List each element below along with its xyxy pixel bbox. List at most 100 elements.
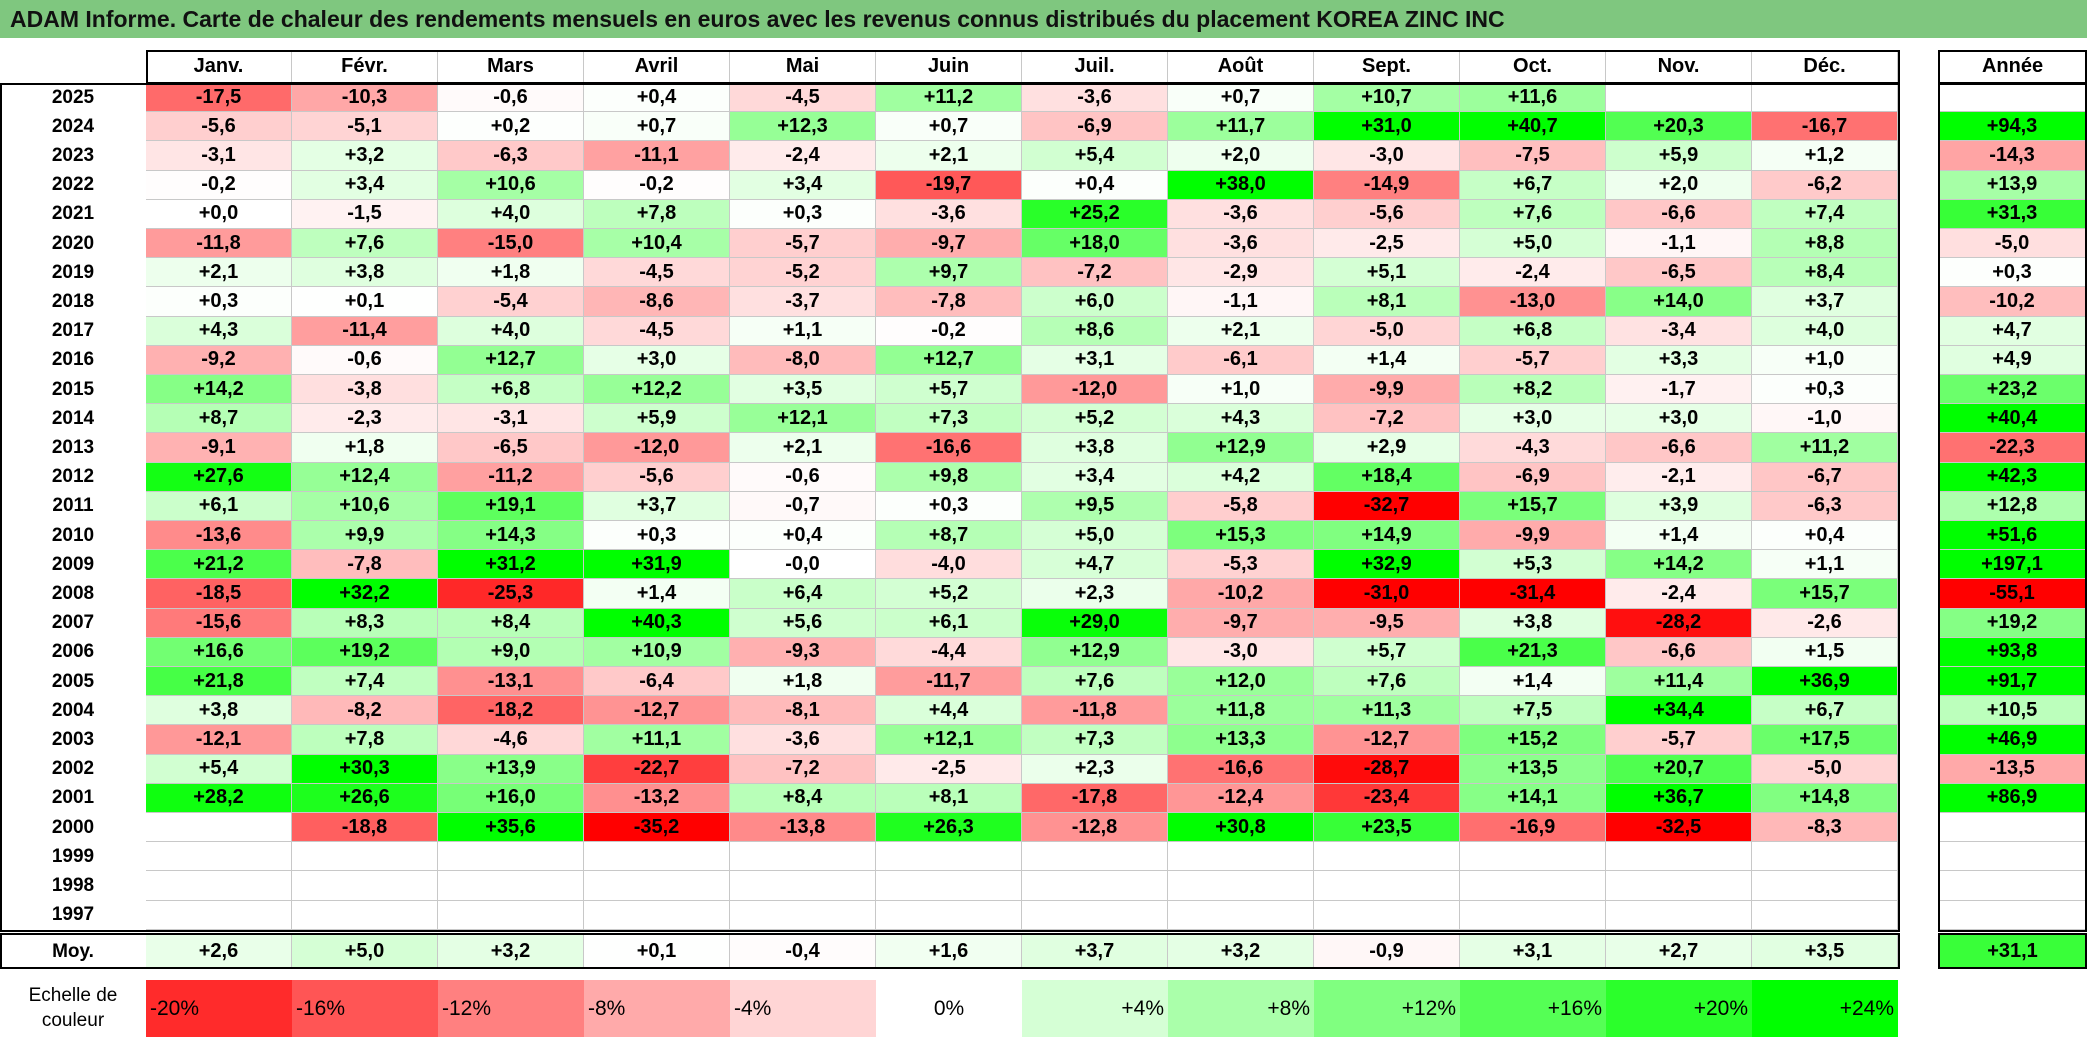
heatmap-cell: -2,4 xyxy=(1606,579,1752,609)
heatmap-cell xyxy=(1168,842,1314,872)
heatmap-cell: +3,5 xyxy=(730,375,876,405)
heatmap-cell: +10,4 xyxy=(584,229,730,259)
heatmap-cell: +15,2 xyxy=(1460,725,1606,755)
heatmap-cell: +21,3 xyxy=(1460,637,1606,667)
row-year-label: 2009 xyxy=(0,550,146,580)
heatmap-cell: -31,4 xyxy=(1460,579,1606,609)
heatmap-cell: -1,7 xyxy=(1606,375,1752,405)
heatmap-cell: -7,2 xyxy=(1022,258,1168,288)
heatmap-cell: +12,1 xyxy=(876,725,1022,755)
heatmap-cell: -6,7 xyxy=(1752,462,1898,492)
heatmap-cell: +1,4 xyxy=(1314,345,1460,375)
heatmap-cell: -0,6 xyxy=(730,462,876,492)
heatmap-cell xyxy=(1606,83,1752,113)
heatmap-cell: +29,0 xyxy=(1022,608,1168,638)
heatmap-cell: -9,9 xyxy=(1460,521,1606,551)
heatmap-cell: +12,9 xyxy=(1022,637,1168,667)
average-cell: +0,1 xyxy=(584,935,730,968)
heatmap-cell: +38,0 xyxy=(1168,170,1314,200)
heatmap-cell: -15,0 xyxy=(438,229,584,259)
heatmap-cell xyxy=(1168,871,1314,901)
heatmap-cell: +12,7 xyxy=(438,345,584,375)
heatmap-cell: -5,0 xyxy=(1314,316,1460,346)
heatmap-cell: -3,0 xyxy=(1314,141,1460,171)
heatmap-cell: +3,4 xyxy=(1022,462,1168,492)
heatmap-cell: +5,3 xyxy=(1460,550,1606,580)
heatmap-cell: -5,3 xyxy=(1168,550,1314,580)
heatmap-cell: +30,3 xyxy=(292,754,438,784)
heatmap-cell: -3,7 xyxy=(730,287,876,317)
heatmap-cell: +32,2 xyxy=(292,579,438,609)
row-year-label: 2007 xyxy=(0,608,146,638)
heatmap-cell: -6,6 xyxy=(1606,199,1752,229)
heatmap-cell: -3,6 xyxy=(876,199,1022,229)
heatmap-cell: +5,7 xyxy=(1314,637,1460,667)
heatmap-cell: -11,7 xyxy=(876,667,1022,697)
heatmap-cell: +13,5 xyxy=(1460,754,1606,784)
heatmap-cell: +0,4 xyxy=(730,521,876,551)
heatmap-cell: +4,4 xyxy=(876,696,1022,726)
heatmap-cell: -2,4 xyxy=(730,141,876,171)
row-year-label: 2000 xyxy=(0,813,146,843)
row-year-label: 2011 xyxy=(0,491,146,521)
heatmap-cell: -3,4 xyxy=(1606,316,1752,346)
row-year-label: 2015 xyxy=(0,375,146,405)
legend-swatch: -16% xyxy=(292,980,438,1037)
row-year-label: 2020 xyxy=(0,229,146,259)
heatmap-cell: +5,9 xyxy=(1606,141,1752,171)
heatmap-cell: -6,6 xyxy=(1606,637,1752,667)
heatmap-cell xyxy=(438,900,584,930)
heatmap-cell: -3,6 xyxy=(1168,199,1314,229)
heatmap-cell: -32,5 xyxy=(1606,813,1752,843)
heatmap-cell: -11,8 xyxy=(146,229,292,259)
heatmap-cell: -5,6 xyxy=(584,462,730,492)
heatmap-cell: +13,9 xyxy=(438,754,584,784)
heatmap-cell: +2,1 xyxy=(1168,316,1314,346)
heatmap-cell: +2,0 xyxy=(1606,170,1752,200)
heatmap-cell: +12,1 xyxy=(730,404,876,434)
heatmap-cell: +12,4 xyxy=(292,462,438,492)
heatmap-cell: +0,1 xyxy=(292,287,438,317)
annual-cell: -22,3 xyxy=(1938,433,2087,463)
heatmap-cell xyxy=(146,842,292,872)
heatmap-cell: -6,5 xyxy=(438,433,584,463)
heatmap-cell: -8,6 xyxy=(584,287,730,317)
heatmap-cell: +3,2 xyxy=(292,141,438,171)
annual-cell: +4,9 xyxy=(1938,345,2087,375)
heatmap-cell: +32,9 xyxy=(1314,550,1460,580)
row-year-label: 2012 xyxy=(0,462,146,492)
heatmap-cell: +9,8 xyxy=(876,462,1022,492)
heatmap-cell: +1,8 xyxy=(730,667,876,697)
heatmap-cell: -5,6 xyxy=(146,112,292,142)
heatmap-cell: -6,6 xyxy=(1606,433,1752,463)
heatmap-cell: +15,7 xyxy=(1752,579,1898,609)
heatmap-cell: +6,7 xyxy=(1460,170,1606,200)
heatmap-cell: -8,2 xyxy=(292,696,438,726)
average-cell: +3,5 xyxy=(1752,935,1898,968)
legend-swatch: -4% xyxy=(730,980,876,1037)
average-cell: +2,7 xyxy=(1606,935,1752,968)
heatmap-cell: -11,1 xyxy=(584,141,730,171)
heatmap-cell: +11,4 xyxy=(1606,667,1752,697)
heatmap-cell: +23,5 xyxy=(1314,813,1460,843)
heatmap-cell xyxy=(730,842,876,872)
heatmap-cell: -6,4 xyxy=(584,667,730,697)
heatmap-cell xyxy=(1752,83,1898,113)
heatmap-cell: +0,3 xyxy=(146,287,292,317)
heatmap-cell xyxy=(1460,871,1606,901)
heatmap-cell: +3,0 xyxy=(1460,404,1606,434)
heatmap-cell: +11,3 xyxy=(1314,696,1460,726)
heatmap-cell: +14,9 xyxy=(1314,521,1460,551)
heatmap-cell xyxy=(146,900,292,930)
heatmap-cell: +12,0 xyxy=(1168,667,1314,697)
legend-swatch: +12% xyxy=(1314,980,1460,1037)
heatmap-cell: -12,0 xyxy=(584,433,730,463)
heatmap-cell: -3,1 xyxy=(146,141,292,171)
heatmap-cell xyxy=(876,842,1022,872)
heatmap-cell: -5,4 xyxy=(438,287,584,317)
heatmap-cell: -3,6 xyxy=(730,725,876,755)
heatmap-cell: +2,1 xyxy=(876,141,1022,171)
heatmap-cell: +3,7 xyxy=(1752,287,1898,317)
heatmap-cell: +1,8 xyxy=(292,433,438,463)
heatmap-cell: +3,7 xyxy=(584,491,730,521)
